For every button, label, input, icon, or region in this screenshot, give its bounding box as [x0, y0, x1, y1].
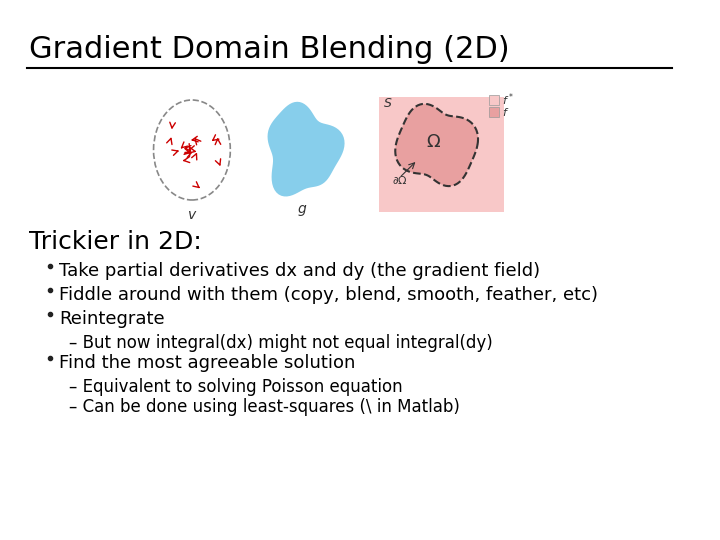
Text: S: S: [384, 97, 392, 110]
Text: – But now integral(dx) might not equal integral(dy): – But now integral(dx) might not equal i…: [69, 334, 493, 352]
FancyBboxPatch shape: [379, 97, 504, 212]
Text: $f^*$: $f^*$: [502, 92, 514, 109]
Bar: [490, 107, 499, 117]
Text: g: g: [298, 202, 307, 216]
Text: Reintegrate: Reintegrate: [60, 310, 165, 328]
Text: $f$: $f$: [502, 106, 509, 118]
Ellipse shape: [153, 100, 230, 200]
Text: Fiddle around with them (copy, blend, smooth, feather, etc): Fiddle around with them (copy, blend, sm…: [60, 286, 598, 304]
Text: Find the most agreeable solution: Find the most agreeable solution: [60, 354, 356, 372]
Text: $\partial\Omega$: $\partial\Omega$: [392, 174, 408, 186]
Text: – Equivalent to solving Poisson equation: – Equivalent to solving Poisson equation: [69, 378, 402, 396]
Polygon shape: [268, 102, 345, 197]
Polygon shape: [395, 104, 478, 186]
Text: $\Omega$: $\Omega$: [426, 133, 441, 151]
Text: – Can be done using least-squares (\ in Matlab): – Can be done using least-squares (\ in …: [69, 398, 460, 416]
Text: Take partial derivatives dx and dy (the gradient field): Take partial derivatives dx and dy (the …: [60, 262, 541, 280]
Text: Trickier in 2D:: Trickier in 2D:: [29, 230, 202, 254]
Text: Gradient Domain Blending (2D): Gradient Domain Blending (2D): [29, 35, 510, 64]
Bar: [490, 95, 499, 105]
Text: v: v: [188, 208, 196, 222]
